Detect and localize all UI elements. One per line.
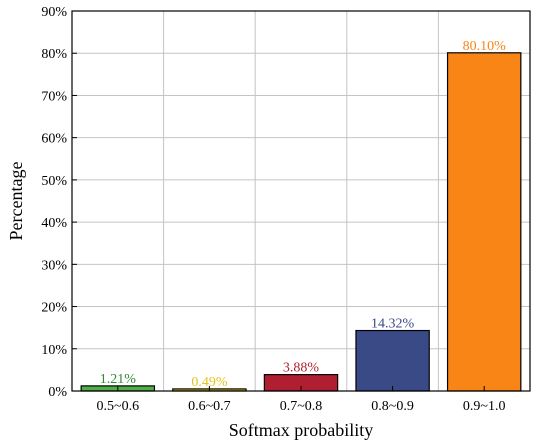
x-tick-label: 0.9~1.0 [463,399,506,414]
data-label: 1.21% [100,372,137,387]
x-axis-title: Softmax probability [229,420,373,440]
data-label: 3.88% [283,361,320,376]
data-label: 14.32% [371,317,415,332]
data-label: 80.10% [463,39,507,54]
y-tick-label: 80% [41,47,67,62]
y-axis-ticks: 0% 10% 20% 30% 40% 50% 60% 70% 80% 90% [41,5,77,400]
y-tick-label: 0% [48,385,67,400]
y-tick-label: 10% [41,343,67,358]
y-tick-label: 30% [41,258,67,273]
y-tick-label: 40% [41,216,67,231]
y-axis-title: Percentage [6,162,26,241]
x-tick-label: 0.7~0.8 [280,399,323,414]
x-tick-label: 0.5~0.6 [97,399,140,414]
y-tick-label: 70% [41,89,67,104]
bar-0.8~0.9 [355,329,430,392]
bar-0.9~1.0 [446,52,522,392]
y-tick-label: 50% [41,174,67,189]
x-axis-ticks: 0.5~0.6 0.6~0.7 0.7~0.8 0.8~0.9 0.9~1.0 [97,386,506,414]
data-labels-group: 1.21% 0.49% 3.88% 14.32% 80.10% [100,39,506,390]
y-tick-label: 90% [41,5,67,20]
data-label: 0.49% [191,375,228,390]
y-tick-label: 20% [41,301,67,316]
grid-lines [72,11,530,391]
x-tick-label: 0.6~0.7 [188,399,231,414]
y-tick-label: 60% [41,132,67,147]
x-tick-label: 0.8~0.9 [371,399,414,414]
